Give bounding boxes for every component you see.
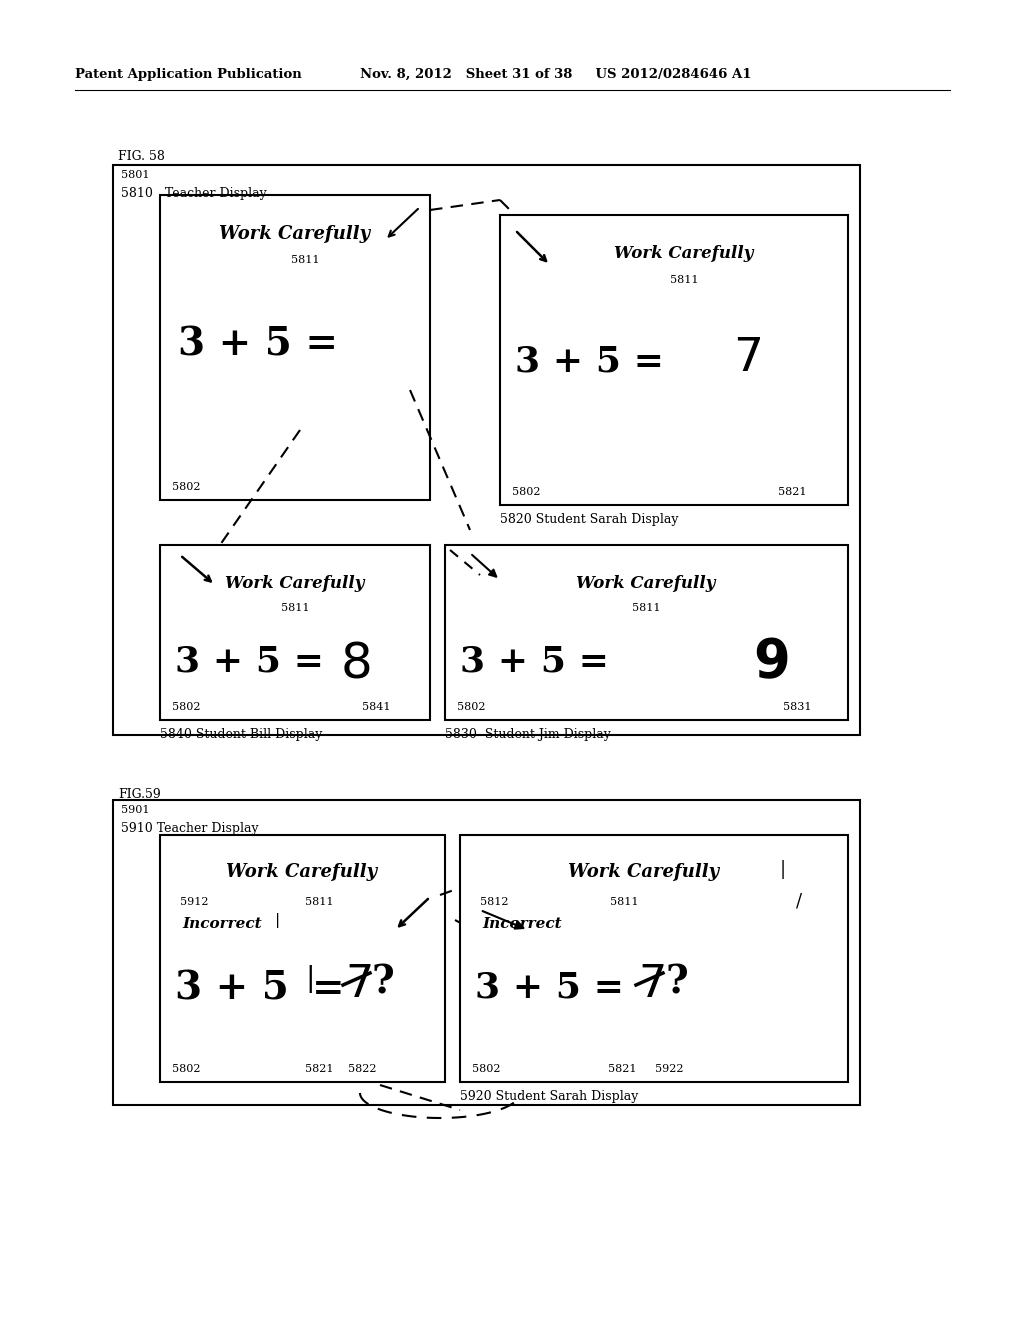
Text: Work Carefully: Work Carefully (219, 224, 371, 243)
Text: 5910 Teacher Display: 5910 Teacher Display (121, 822, 259, 836)
Text: FIG. 58: FIG. 58 (118, 150, 165, 162)
Text: $\mathit{7}$: $\mathit{7}$ (733, 335, 761, 381)
Text: =: = (312, 970, 345, 1008)
Text: $\mathit{7}$: $\mathit{7}$ (638, 964, 665, 1006)
Text: 5901: 5901 (121, 805, 150, 814)
Text: /: / (796, 894, 802, 911)
Text: 5830  Student Jim Display: 5830 Student Jim Display (445, 729, 611, 741)
Text: 5821: 5821 (608, 1064, 637, 1074)
Text: Patent Application Publication: Patent Application Publication (75, 69, 302, 81)
Text: 5920 Student Sarah Display: 5920 Student Sarah Display (460, 1090, 638, 1104)
Text: 3 + 5 =: 3 + 5 = (475, 970, 624, 1005)
Text: 5801: 5801 (121, 170, 150, 180)
Text: 5831: 5831 (783, 702, 811, 711)
Text: 5811: 5811 (610, 898, 639, 907)
Text: ?: ? (665, 964, 688, 1001)
Text: 5802: 5802 (512, 487, 541, 498)
Text: 5811: 5811 (670, 275, 698, 285)
Text: 5811: 5811 (305, 898, 334, 907)
Text: 5810   Teacher Display: 5810 Teacher Display (121, 187, 266, 201)
Text: Incorrect: Incorrect (482, 917, 561, 931)
Text: |: | (275, 913, 281, 928)
Bar (160, 836, 445, 1082)
Text: 3 + 5 =: 3 + 5 = (178, 325, 338, 363)
Text: 5802: 5802 (472, 1064, 501, 1074)
Text: FIG.59: FIG.59 (118, 788, 161, 801)
Bar (113, 165, 860, 735)
Text: Incorrect: Incorrect (182, 917, 261, 931)
Text: 5822: 5822 (348, 1064, 377, 1074)
Text: 5802: 5802 (172, 702, 201, 711)
Text: Nov. 8, 2012   Sheet 31 of 38     US 2012/0284646 A1: Nov. 8, 2012 Sheet 31 of 38 US 2012/0284… (360, 69, 752, 81)
Text: $\mathbf{9}$: $\mathbf{9}$ (753, 638, 788, 688)
Text: Work Carefully: Work Carefully (614, 246, 754, 261)
Text: 5841: 5841 (362, 702, 390, 711)
Text: 3 + 5 =: 3 + 5 = (460, 645, 609, 678)
Text: Work Carefully: Work Carefully (568, 863, 720, 880)
Text: 5802: 5802 (172, 482, 201, 492)
Text: $\mathit{7}$: $\mathit{7}$ (345, 964, 372, 1006)
Text: 3 + 5: 3 + 5 (175, 970, 289, 1008)
Text: |: | (780, 861, 786, 879)
Text: 5840 Student Bill Display: 5840 Student Bill Display (160, 729, 323, 741)
Text: 5811: 5811 (291, 255, 319, 265)
Bar (460, 836, 848, 1082)
Text: Work Carefully: Work Carefully (225, 576, 365, 591)
Text: ?: ? (372, 964, 394, 1001)
Bar (160, 545, 430, 719)
Text: 5912: 5912 (180, 898, 209, 907)
Text: 5922: 5922 (655, 1064, 683, 1074)
Bar (113, 800, 860, 1105)
Bar (445, 545, 848, 719)
Text: 3 + 5 =: 3 + 5 = (515, 345, 664, 379)
Text: 5811: 5811 (281, 603, 309, 612)
Text: 5821: 5821 (305, 1064, 334, 1074)
Text: |: | (305, 965, 314, 993)
Text: Work Carefully: Work Carefully (577, 576, 716, 591)
Text: $\mathit{8}$: $\mathit{8}$ (340, 640, 371, 689)
Text: 5821: 5821 (778, 487, 807, 498)
Text: 5802: 5802 (457, 702, 485, 711)
Bar (160, 195, 430, 500)
Text: 5820 Student Sarah Display: 5820 Student Sarah Display (500, 513, 679, 525)
Text: 5811: 5811 (632, 603, 660, 612)
Bar (500, 215, 848, 506)
Text: Work Carefully: Work Carefully (226, 863, 378, 880)
Text: 5812: 5812 (480, 898, 509, 907)
Text: 3 + 5 =: 3 + 5 = (175, 645, 324, 678)
Text: 5802: 5802 (172, 1064, 201, 1074)
